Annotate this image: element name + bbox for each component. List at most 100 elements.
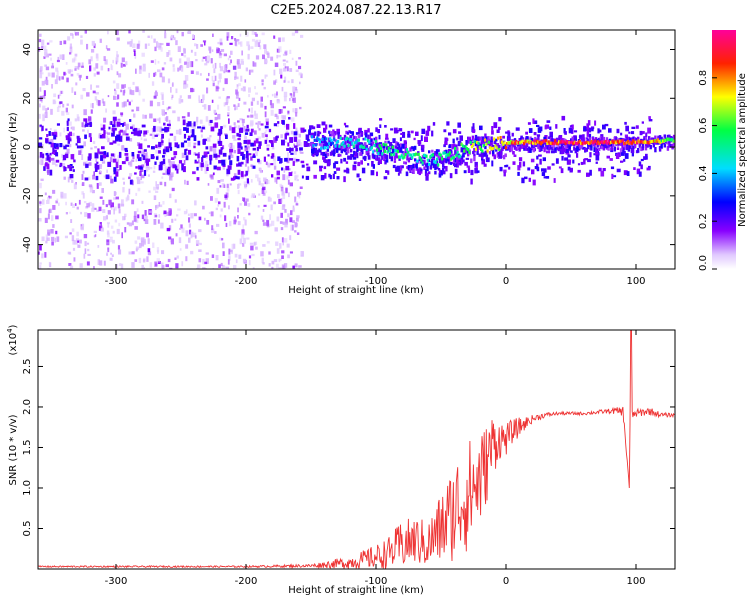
spectrogram-band-cell [573,130,578,133]
spectrogram-band-cell [229,148,233,153]
spectrogram-band-cell [336,176,340,180]
spectrogram-signal-cell [420,158,423,162]
spectrogram-halo-cell [573,146,576,151]
spectrogram-band-cell [507,130,510,133]
spectrogram-halo-cell [424,169,428,174]
spectrogram-noise-cell [183,54,187,58]
spectrogram-halo-cell [410,168,414,173]
spectrogram-signal-cell [551,141,554,145]
spectrogram-band-cell [218,160,222,164]
spectrogram-halo-cell [540,147,543,152]
spectrogram-halo-cell [473,156,476,162]
spectrogram-noise-cell [51,72,55,78]
spectrogram-band-cell [51,132,55,136]
spectrogram-noise-cell [229,142,233,149]
spectrogram-band-cell [111,132,115,137]
spectrogram-noise-cell [121,232,123,239]
spectrogram-noise-cell [60,191,64,198]
spectrogram-halo-cell [640,146,643,152]
spectrogram-noise-cell [106,48,111,51]
spectrogram-signal-cell [623,141,626,145]
spectrogram-noise-cell [77,240,80,243]
spectrogram-noise-cell [262,222,266,226]
spectrogram-noise-cell [166,211,170,216]
spectrogram-band-cell [528,128,533,133]
spectrogram-noise-cell [39,66,43,72]
spectrogram-halo-cell [619,141,623,146]
spectrogram-noise-cell [105,45,108,50]
spectrogram-halo-cell [364,155,367,161]
spectrogram-noise-cell [69,143,72,148]
spectrogram-noise-cell [217,104,220,110]
spectrogram-noise-cell [147,248,151,253]
spectrogram-band-cell [197,126,201,129]
spectrogram-noise-cell [226,186,230,192]
spectrogram-noise-cell [116,71,119,76]
spectrogram-signal-cell [416,159,419,163]
spectrogram-band-cell [508,166,511,170]
spectrogram-band-cell [443,129,447,133]
snr-panel: -300 -200 -100 0 100 0.51.01.52.02.5 Height … [6,324,676,596]
spectrogram-band-cell [263,156,266,162]
spectrogram-noise-cell [147,238,150,244]
spectrogram-band-cell [410,130,414,134]
spectrogram-noise-cell [140,240,145,247]
spectrogram-band-cell [358,127,362,132]
spectrogram-halo-cell [395,152,398,157]
spectrogram-noise-cell [168,161,173,166]
spectrogram-halo-cell [460,156,464,160]
spectrogram-band-cell [216,154,221,158]
spectrogram-noise-cell [282,106,286,109]
spectrogram-noise-cell [113,153,116,158]
spectrogram-noise-cell [261,132,265,138]
spectrogram-signal-cell [456,150,459,155]
spectrogram-noise-cell [210,58,213,64]
spectrogram-noise-cell [225,97,229,104]
spectrogram-signal-cell [534,141,537,146]
spectrogram-band-cell [587,127,592,133]
spectrogram-band-cell [159,161,164,165]
spectrogram-noise-cell [153,118,157,122]
spectrogram-noise-cell [220,179,224,182]
spectrogram-noise-cell [274,113,278,117]
spectrogram-halo-cell [448,155,451,160]
spectrogram-signal-cell [539,142,542,146]
spectrogram-signal-cell [464,145,467,149]
spectrogram-noise-cell [161,94,164,100]
spectrogram-y-tick-label: 20 [22,92,33,105]
spectrogram-signal-cell [402,156,405,160]
spectrogram-noise-cell [95,53,99,59]
spectrogram-noise-cell [274,62,279,67]
spectrogram-signal-cell [667,137,670,141]
spectrogram-noise-cell [142,259,146,263]
spectrogram-noise-cell [171,83,174,87]
spectrogram-band-cell [169,133,174,136]
spectrogram-noise-cell [56,198,59,202]
spectrogram-noise-cell [171,97,173,100]
spectrogram-band-cell [49,152,52,156]
spectrogram-halo-cell [580,142,584,148]
spectrogram-noise-cell [240,61,244,65]
spectrogram-noise-cell [63,193,67,199]
spectrogram-halo-cell [599,138,602,142]
spectrogram-noise-cell [69,46,73,53]
spectrogram-halo-cell [351,138,354,142]
spectrogram-halo-cell [588,137,592,142]
spectrogram-noise-cell [252,267,255,269]
snr-y-label: SNR (10 * v/v) [8,414,19,485]
spectrogram-halo-cell [593,141,596,147]
spectrogram-band-cell [638,161,642,167]
spectrogram-band-cell [465,157,470,160]
spectrogram-band-cell [250,128,254,133]
spectrogram-noise-cell [99,222,102,226]
spectrogram-band-cell [396,165,401,172]
spectrogram-noise-cell [153,186,157,191]
spectrogram-noise-cell [42,95,46,99]
spectrogram-signal-cell [580,141,583,145]
spectrogram-noise-cell [298,133,301,138]
spectrogram-noise-cell [209,174,213,178]
spectrogram-band-cell [264,125,269,129]
spectrogram-noise-cell [289,182,293,187]
spectrogram-noise-cell [97,259,100,265]
